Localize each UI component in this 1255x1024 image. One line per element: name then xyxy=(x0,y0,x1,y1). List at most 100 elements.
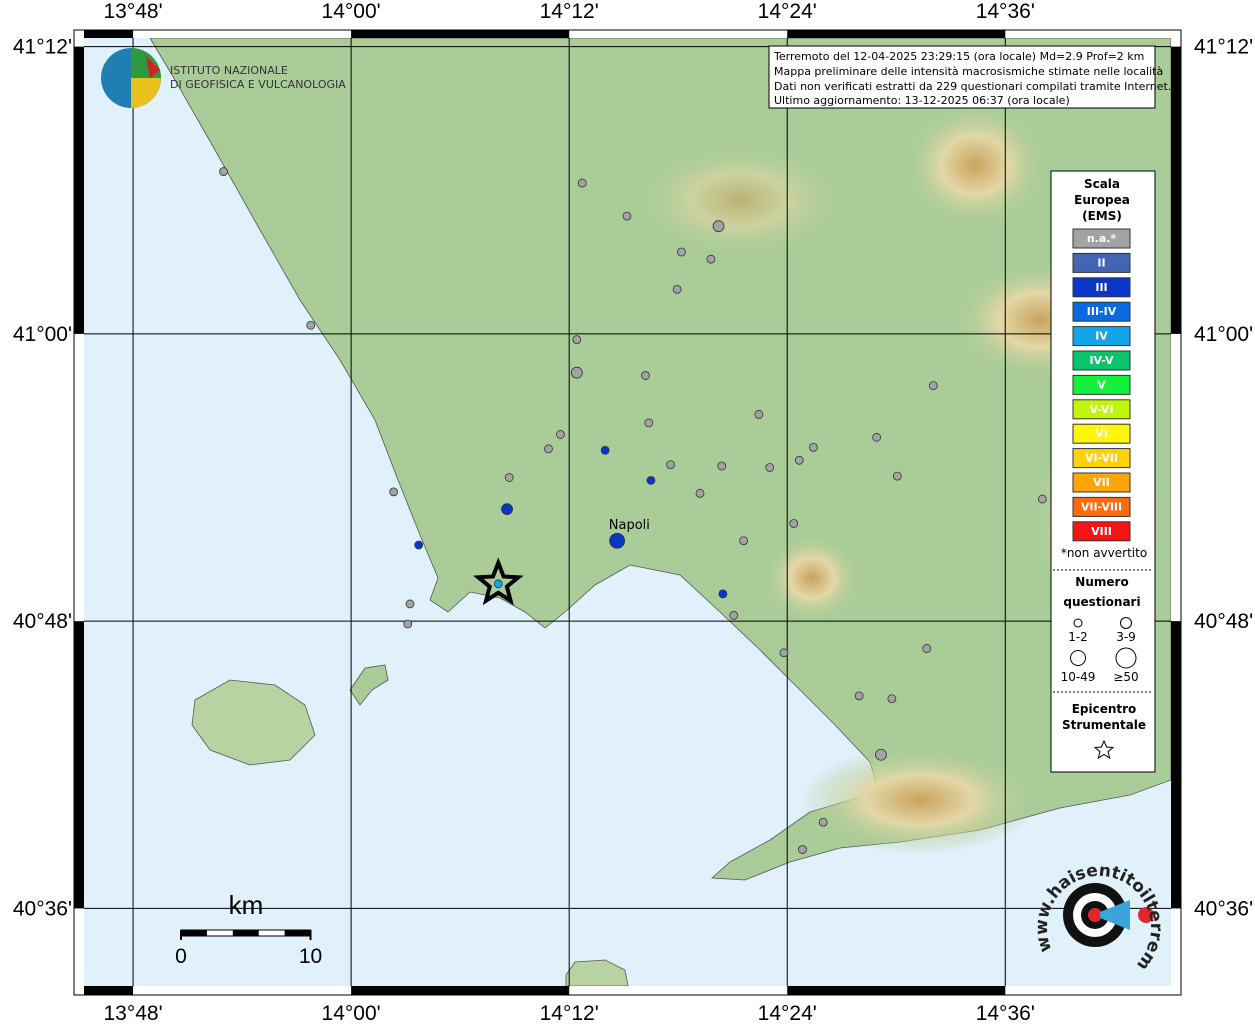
frame-band xyxy=(84,986,134,995)
legend-size-label: ≥50 xyxy=(1113,670,1138,684)
lat-tick-label: 40°48' xyxy=(13,610,72,633)
intensity-point xyxy=(504,473,514,482)
intensity-point xyxy=(493,579,503,589)
legend-swatch xyxy=(1072,350,1131,371)
logo-segment xyxy=(146,56,160,78)
scale-bar-segment xyxy=(232,930,259,936)
legend-label: VI-VII xyxy=(1085,452,1118,465)
intensity-point xyxy=(887,694,897,704)
legend-size-label: 3-9 xyxy=(1116,630,1136,644)
legend-epicenter-title: Epicentro xyxy=(1072,702,1137,716)
logo-segment xyxy=(131,78,161,108)
legend-size-symbol xyxy=(1115,647,1137,669)
intensity-point xyxy=(577,178,587,188)
lon-tick-label: 14°12' xyxy=(540,0,599,23)
lon-tick-label: 14°12' xyxy=(540,1002,599,1024)
info-line: Dati non verificati estratti da 229 ques… xyxy=(774,80,1171,93)
intensity-point xyxy=(544,444,553,454)
intensity-point xyxy=(641,371,650,380)
lat-tick-label: 40°48' xyxy=(1194,610,1253,633)
legend-size-symbol xyxy=(1073,618,1083,628)
intensity-point xyxy=(556,430,565,439)
scale-bar: km 0 10 xyxy=(175,890,322,968)
legend-label: III xyxy=(1095,281,1107,294)
lon-tick-label: 14°24' xyxy=(758,0,817,23)
logo-badge xyxy=(1138,907,1154,923)
intensity-point xyxy=(729,611,739,620)
frame-band xyxy=(351,986,570,995)
intensity-point xyxy=(789,519,799,528)
legend-swatch xyxy=(1072,423,1131,444)
legend-label: V xyxy=(1097,378,1106,391)
intensity-point xyxy=(875,748,887,761)
intensity-point xyxy=(644,418,654,428)
frame-band xyxy=(74,46,84,334)
legend-label: VII-VIII xyxy=(1081,500,1122,513)
legend-label: II xyxy=(1097,256,1105,269)
legend-swatch xyxy=(1072,252,1131,273)
legend-swatch xyxy=(1072,228,1131,249)
legend-swatch xyxy=(1072,496,1131,517)
frame-band xyxy=(351,30,570,38)
intensity-point xyxy=(403,619,413,629)
terrain xyxy=(84,38,1171,986)
intensity-points: Napoli xyxy=(219,167,1047,854)
legend-label: n.a.* xyxy=(1087,232,1117,245)
legend-swatch xyxy=(1072,399,1131,420)
legend-swatch xyxy=(1072,521,1131,542)
frame-band xyxy=(1171,46,1181,334)
legend: Scala Europea (EMS) *non avvertito Numer… xyxy=(1050,170,1156,773)
epicenter-star xyxy=(473,557,524,606)
frame-band xyxy=(787,30,1006,38)
intensity-point xyxy=(712,220,725,233)
intensity-point xyxy=(739,536,749,546)
legend-label: IV xyxy=(1095,330,1108,343)
island-capri xyxy=(565,959,629,986)
legend-title: Scala xyxy=(1084,177,1120,191)
frame-band xyxy=(1171,621,1181,909)
intensity-point xyxy=(798,845,807,854)
frame-bands xyxy=(74,30,1181,995)
lat-tick-label: 41°00' xyxy=(1194,323,1253,346)
frame-band xyxy=(787,986,1006,995)
scale-tick-label: 10 xyxy=(299,945,322,968)
legend-size-title: questionari xyxy=(1063,595,1140,609)
intensity-point xyxy=(501,503,513,516)
intensity-point xyxy=(706,254,716,264)
intensity-point xyxy=(677,247,686,257)
intensity-point xyxy=(666,460,675,470)
lon-tick-label: 14°00' xyxy=(322,0,381,23)
intensity-point xyxy=(717,461,727,471)
info-box: Terremoto del 12-04-2025 23:29:15 (ora l… xyxy=(768,45,1171,109)
intensity-point xyxy=(718,589,728,599)
scale-title: km xyxy=(229,890,264,920)
intensity-point xyxy=(405,599,415,609)
intensity-point xyxy=(754,409,764,419)
legend-epicenter-title: Strumentale xyxy=(1062,718,1146,732)
intensity-point xyxy=(609,532,626,549)
legend-size-label: 10-49 xyxy=(1061,670,1096,684)
intensity-point xyxy=(572,335,582,345)
relief xyxy=(762,533,862,623)
intensity-point xyxy=(600,445,610,455)
lon-tick-label: 14°00' xyxy=(322,1002,381,1024)
intensity-point xyxy=(794,455,804,465)
legend-size-label: 1-2 xyxy=(1068,630,1088,644)
intensity-point xyxy=(219,167,228,176)
intensity-point xyxy=(818,817,828,827)
frame-band xyxy=(74,621,84,909)
intensity-point xyxy=(414,540,424,550)
intensity-point xyxy=(672,284,682,294)
legend-size-symbol xyxy=(1120,617,1132,629)
logo-text: DI GEOFISICA E VULCANOLOGIA xyxy=(170,78,346,91)
relief xyxy=(630,140,850,260)
legend-note: *non avvertito xyxy=(1061,546,1147,560)
legend-title: Europea xyxy=(1074,193,1130,207)
legend-label: VII xyxy=(1093,476,1110,489)
legend-label: IV-V xyxy=(1089,354,1114,367)
intensity-point xyxy=(928,381,938,391)
legend-swatch xyxy=(1072,472,1131,493)
intensity-point xyxy=(854,691,864,701)
legend-size-symbol xyxy=(1070,650,1086,666)
